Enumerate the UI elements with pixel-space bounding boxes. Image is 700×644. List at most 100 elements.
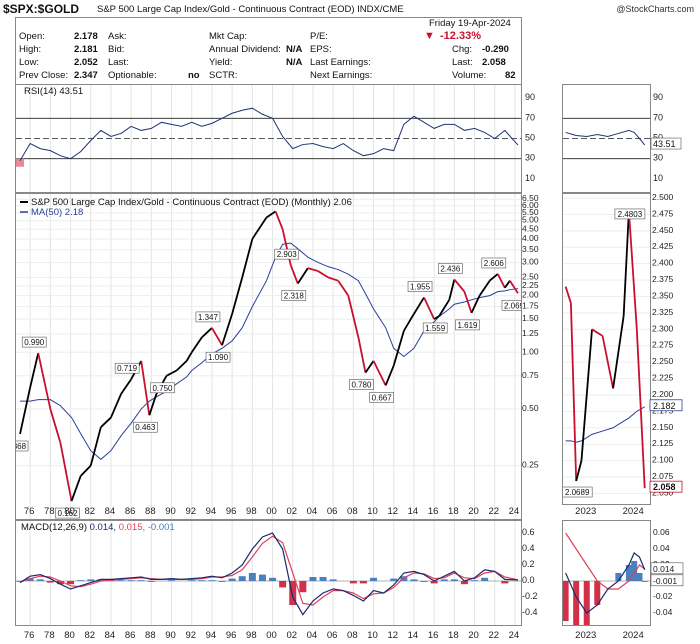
price-daily-segment [564,286,572,304]
price-daily-ma-box [649,399,683,412]
price-segment [364,360,375,374]
macd-daily-histogram-bar [641,581,648,582]
rsi-y-tick: 10 [525,173,535,183]
last-earnings-label: Last Earnings: [310,57,371,68]
price-daily-y-tick: 2.400 [652,258,674,268]
price-segment [231,277,244,315]
rsi-y-tick: 50 [525,133,535,143]
rsi-daily-y-tick: 70 [653,112,663,122]
rsi-panel: RSI(14) 43.51 [15,84,522,193]
macd-histogram-bar [450,579,458,581]
macd-x-tick: 10 [367,630,378,641]
last-label-left: Last: [108,57,129,68]
price-daily-y-tick: 2.450 [652,225,674,235]
chart-symbol: $SPX:$GOLD [3,2,80,16]
price-daily-ma-label: 2.182 [653,401,676,411]
open-label: Open: [19,31,45,42]
rsi-daily-panel [562,84,651,193]
price-annotation-box [501,299,521,311]
macd-x-tick: 84 [105,630,116,641]
price-daily-y-tick: 2.075 [652,471,674,481]
macd-daily-line [565,552,646,614]
price-segment [79,464,92,477]
price-segment [337,280,350,297]
price-daily-y-tick: 2.475 [652,208,674,218]
price-segment [433,315,440,320]
macd-histogram-bar [97,579,105,581]
macd-histogram-bar [390,578,398,581]
macd-histogram-bar [359,581,367,584]
macd-x-tick: 86 [125,630,136,641]
price-daily-annotation-box [563,486,593,498]
price-annotation-box [422,322,448,334]
price-segment [496,273,506,289]
price-segment [509,280,519,294]
macd-histogram-bar [319,577,327,581]
price-segment [221,313,233,346]
stockcharts-watermark: @StockCharts.com [616,4,694,14]
macd-histogram-bar [349,581,357,584]
price-annotation-box [195,311,221,323]
bid-label: Bid: [108,44,125,55]
price-y-tick: 1.00 [522,346,539,356]
macd-x-tick: 04 [307,630,318,641]
high-label: High: [19,44,42,55]
optionable-value: no [188,70,200,81]
rsi-daily-y-tick: 10 [653,173,663,183]
macd-x-tick: 12 [387,630,398,641]
price-segment [100,416,112,428]
chg-value: -0.290 [482,44,509,55]
price-daily-segment [612,316,625,389]
macd-daily-value-box [650,562,684,575]
macd-daily-y-tick: -0.02 [653,591,673,601]
macd-daily-histogram-bar [563,581,569,621]
price-segment [274,211,284,230]
price-daily-annotation-box [614,208,646,220]
macd-legend-part: 0.014, [87,522,116,533]
price-segment [372,360,387,386]
price-segment [357,337,367,373]
macd-legend-part: 0.015, [116,522,145,533]
quote-date: Friday 19-Apr-2024 [429,18,511,29]
macd-daily-y-tick: 0.04 [653,543,670,553]
next-earnings-label: Next Earnings: [310,70,373,81]
price-annotation-label: 0.719 [117,364,138,373]
macd-x-tick: 16 [428,630,439,641]
price-daily-y-tick: 2.250 [652,356,674,366]
macd-histogram-bar [127,580,135,581]
macd-histogram-bar [481,577,489,581]
macd-histogram-bar [117,580,125,581]
price-segment [504,280,511,289]
price-daily-x-tick: 2023 [575,506,596,517]
price-daily-segment [580,329,593,461]
macd-legend-part: -0.001 [145,522,175,533]
price-annotation-box [55,507,80,519]
price-y-tick: 0.75 [522,370,539,380]
price-segment [297,267,309,285]
macd-histogram-bar [258,574,266,581]
macd-daily-histogram-bar [631,561,638,581]
price-y-tick: 0.25 [522,460,539,470]
chart-header: $SPX:$GOLD S&P 500 Large Cap Index/Gold … [0,0,700,16]
macd-daily-value-box [650,574,684,587]
price-y-tick: 6.50 [522,193,539,203]
price-segment [423,297,435,320]
macd-daily-signal-line [565,532,646,590]
price-segment [470,295,481,314]
price-annotation-label: 1.955 [410,282,431,291]
macd-histogram-bar [501,581,509,584]
price-segment [438,299,451,317]
price-y-tick: 4.00 [522,233,539,243]
macd-daily-histogram-bar [573,581,580,625]
price-y-tick: 3.00 [522,256,539,266]
price-annotation-label: 0.780 [351,381,372,390]
price-segment [307,267,319,272]
price-segment [175,360,188,372]
rsi-chart: RSI(14) 43.51 [16,85,521,192]
volume-value: 82 [505,70,516,81]
last-label: Last: [452,57,473,68]
price-annotation-box [281,290,307,301]
price-segment [463,291,473,314]
price-segment [413,296,425,315]
low-label: Low: [19,57,40,68]
